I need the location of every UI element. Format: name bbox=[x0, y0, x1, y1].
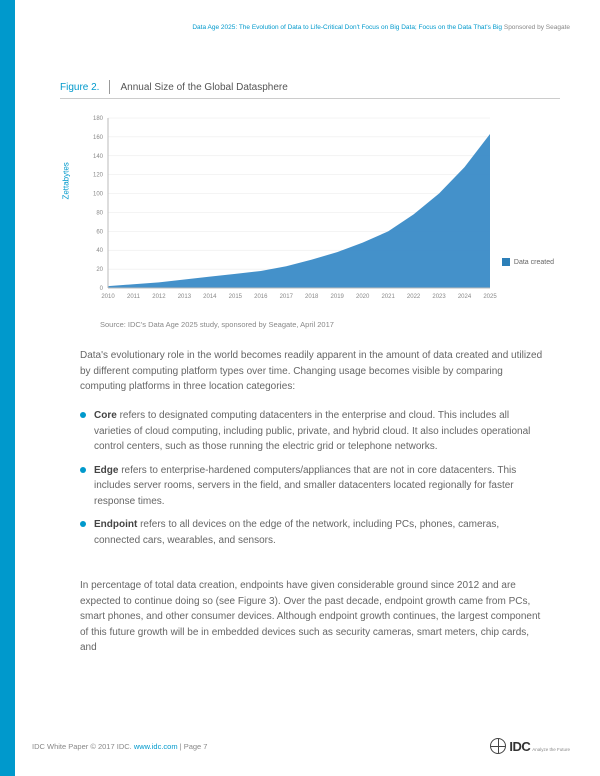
term-core: Core bbox=[94, 410, 117, 421]
list-item: Edge refers to enterprise-hardened compu… bbox=[94, 463, 545, 510]
svg-text:60: 60 bbox=[96, 229, 103, 235]
svg-text:120: 120 bbox=[93, 173, 104, 179]
paragraph-2: In percentage of total data creation, en… bbox=[80, 578, 545, 656]
left-accent-bar bbox=[0, 0, 15, 776]
text-endpoint: refers to all devices on the edge of the… bbox=[94, 519, 499, 546]
svg-text:2015: 2015 bbox=[229, 294, 243, 300]
figure-header: Figure 2. Annual Size of the Global Data… bbox=[60, 80, 560, 94]
header-running-title: Data Age 2025: The Evolution of Data to … bbox=[60, 24, 570, 32]
figure-label: Figure 2. bbox=[60, 82, 109, 93]
svg-text:2013: 2013 bbox=[178, 294, 192, 300]
idc-logo: IDC Analyze the Future bbox=[490, 738, 570, 754]
svg-text:80: 80 bbox=[96, 210, 103, 216]
chart-legend: Data created bbox=[502, 258, 554, 266]
svg-text:140: 140 bbox=[93, 154, 104, 160]
text-core: refers to designated computing datacente… bbox=[94, 410, 530, 452]
idc-logo-text: IDC bbox=[509, 739, 530, 754]
bullet-list: Core refers to designated computing data… bbox=[80, 408, 545, 556]
paragraph-1: Data's evolutionary role in the world be… bbox=[80, 348, 545, 395]
figure-divider bbox=[109, 80, 110, 94]
footer: IDC White Paper © 2017 IDC. www.idc.com … bbox=[32, 738, 570, 754]
footer-post: | Page 7 bbox=[178, 742, 208, 751]
figure-rule bbox=[60, 98, 560, 99]
list-item: Core refers to designated computing data… bbox=[94, 408, 545, 455]
svg-text:2024: 2024 bbox=[458, 294, 472, 300]
chart-source: Source: IDC's Data Age 2025 study, spons… bbox=[100, 320, 334, 329]
list-item: Endpoint refers to all devices on the ed… bbox=[94, 517, 545, 548]
figure-title: Annual Size of the Global Datasphere bbox=[120, 82, 287, 93]
y-axis-label: Zettabytes bbox=[62, 162, 71, 199]
svg-text:2017: 2017 bbox=[280, 294, 294, 300]
footer-copyright: IDC White Paper © 2017 IDC. www.idc.com … bbox=[32, 742, 207, 751]
svg-text:0: 0 bbox=[100, 286, 104, 292]
svg-text:2018: 2018 bbox=[305, 294, 319, 300]
idc-logo-tagline: Analyze the Future bbox=[532, 747, 570, 752]
svg-text:2021: 2021 bbox=[381, 294, 395, 300]
chart-container: Zettabytes 02040608010012014016018020102… bbox=[70, 110, 550, 310]
svg-text:20: 20 bbox=[96, 267, 103, 273]
legend-label: Data created bbox=[514, 259, 554, 266]
svg-text:180: 180 bbox=[93, 116, 104, 122]
area-chart: 0 20 40 60 80 100 120 140 160 180 2010 2011 2012 2013… bbox=[70, 110, 550, 310]
svg-text:2011: 2011 bbox=[127, 294, 141, 300]
svg-text:160: 160 bbox=[93, 135, 104, 141]
header-sponsor: Sponsored by Seagate bbox=[502, 24, 570, 31]
svg-text:2023: 2023 bbox=[432, 294, 446, 300]
svg-text:2019: 2019 bbox=[331, 294, 345, 300]
globe-icon bbox=[490, 738, 506, 754]
svg-text:2025: 2025 bbox=[483, 294, 497, 300]
svg-text:40: 40 bbox=[96, 248, 103, 254]
term-endpoint: Endpoint bbox=[94, 519, 137, 530]
text-edge: refers to enterprise-hardened computers/… bbox=[94, 465, 516, 507]
legend-swatch bbox=[502, 258, 510, 266]
svg-text:2012: 2012 bbox=[152, 294, 166, 300]
footer-pre: IDC White Paper © 2017 IDC. bbox=[32, 742, 134, 751]
header-title-teal: Data Age 2025: The Evolution of Data to … bbox=[192, 24, 502, 31]
footer-url[interactable]: www.idc.com bbox=[134, 742, 178, 751]
svg-text:2022: 2022 bbox=[407, 294, 421, 300]
svg-text:2010: 2010 bbox=[101, 294, 115, 300]
svg-text:2014: 2014 bbox=[203, 294, 217, 300]
term-edge: Edge bbox=[94, 465, 118, 476]
svg-text:2016: 2016 bbox=[254, 294, 268, 300]
svg-text:2020: 2020 bbox=[356, 294, 370, 300]
svg-text:100: 100 bbox=[93, 192, 104, 198]
